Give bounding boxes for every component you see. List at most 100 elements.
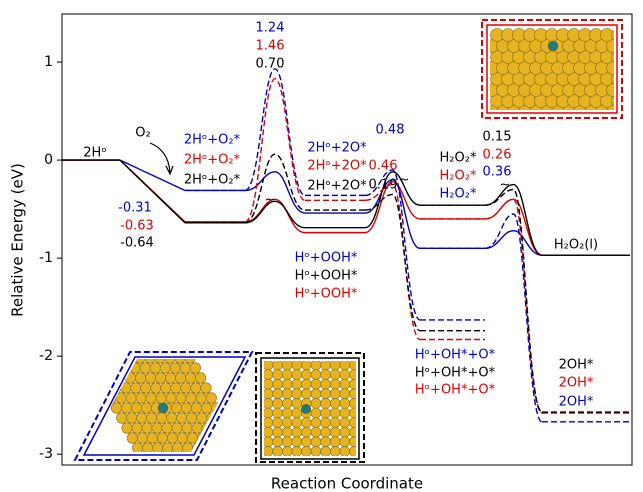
x-axis-label: Reaction Coordinate: [271, 475, 423, 492]
atom: [141, 383, 152, 394]
atom: [263, 389, 273, 399]
atom: [301, 418, 311, 428]
atom: [182, 423, 193, 434]
atom: [301, 389, 311, 399]
atom: [117, 413, 128, 424]
atom: [227, 433, 238, 444]
atom: [273, 427, 283, 437]
atom: [177, 433, 188, 444]
transition-state: [245, 69, 305, 195]
annotation: ~: [500, 178, 511, 193]
atom: [292, 398, 302, 408]
atom: [273, 389, 283, 399]
annotation: Hᵒ+OH*+O*: [415, 383, 496, 398]
atom: [121, 383, 132, 394]
atom: [340, 389, 350, 399]
atom: [292, 418, 302, 428]
atom: [132, 423, 143, 434]
atom: [167, 413, 178, 424]
annotation: 0.19: [369, 178, 398, 193]
atom: [292, 427, 302, 437]
atom: [330, 379, 340, 389]
atom: [282, 408, 292, 418]
atom: [135, 353, 146, 364]
atom: [282, 389, 292, 399]
atom: [191, 383, 202, 394]
annotation: 2Hᵒ+2O*: [307, 159, 367, 174]
atom: [145, 373, 156, 384]
y-axis-label: Relative Energy (eV): [9, 163, 27, 317]
annotation: Hᵒ+OH*+O*: [415, 348, 496, 363]
atom: [195, 373, 206, 384]
atom: [273, 379, 283, 389]
atom: [121, 403, 132, 414]
atom: [122, 423, 133, 434]
atom: [263, 360, 273, 370]
y-tick-label: 1: [44, 54, 53, 70]
atom: [196, 393, 207, 404]
atom: [165, 373, 176, 384]
atom: [301, 370, 311, 380]
annotation: 0.48: [376, 123, 405, 138]
insets: [75, 20, 625, 462]
atom: [142, 423, 153, 434]
atom: [158, 403, 168, 413]
atom: [176, 393, 187, 404]
atom: [125, 373, 136, 384]
atom: [330, 446, 340, 456]
atom: [182, 443, 193, 454]
atom: [292, 379, 302, 389]
atom: [301, 360, 311, 370]
atom: [140, 363, 151, 374]
atom: [282, 379, 292, 389]
atom: [340, 370, 350, 380]
atom: [171, 383, 182, 394]
atom: [146, 393, 157, 404]
atom: [172, 423, 183, 434]
atom: [282, 446, 292, 456]
atom: [273, 398, 283, 408]
atom: [263, 370, 273, 380]
atom: [150, 363, 161, 374]
annotation: 2Hᵒ+O₂*: [184, 133, 241, 148]
atom: [166, 393, 177, 404]
atom: [330, 437, 340, 447]
annotation: -0.64: [120, 236, 154, 251]
atom: [206, 393, 217, 404]
atom: [207, 433, 218, 444]
atom: [192, 423, 203, 434]
annotation: 2Hᵒ: [83, 146, 106, 161]
atom: [171, 403, 182, 414]
atom: [191, 403, 202, 414]
atom: [85, 353, 96, 364]
atom: [340, 437, 350, 447]
atom: [292, 437, 302, 447]
atom: [131, 383, 142, 394]
annotation: 0.26: [483, 148, 512, 163]
atom: [311, 408, 321, 418]
atom: [157, 433, 168, 444]
atom: [330, 389, 340, 399]
atom: [340, 360, 350, 370]
atom: [273, 370, 283, 380]
atom: [105, 373, 116, 384]
atom: [311, 370, 321, 380]
atom: [160, 363, 171, 374]
atom: [340, 446, 350, 456]
atom: [170, 363, 181, 374]
atom: [292, 360, 302, 370]
atom: [321, 398, 331, 408]
atom: [273, 446, 283, 456]
atom: [282, 398, 292, 408]
atom: [282, 360, 292, 370]
atom: [311, 437, 321, 447]
annotation: 2OH*: [559, 395, 594, 410]
atom: [301, 427, 311, 437]
atom: [135, 373, 146, 384]
atom: [349, 437, 359, 447]
annotation: H₂O₂*: [440, 187, 477, 202]
atom: [349, 408, 359, 418]
y-tick-label: -3: [39, 446, 53, 462]
atom: [263, 418, 273, 428]
atom: [175, 373, 186, 384]
